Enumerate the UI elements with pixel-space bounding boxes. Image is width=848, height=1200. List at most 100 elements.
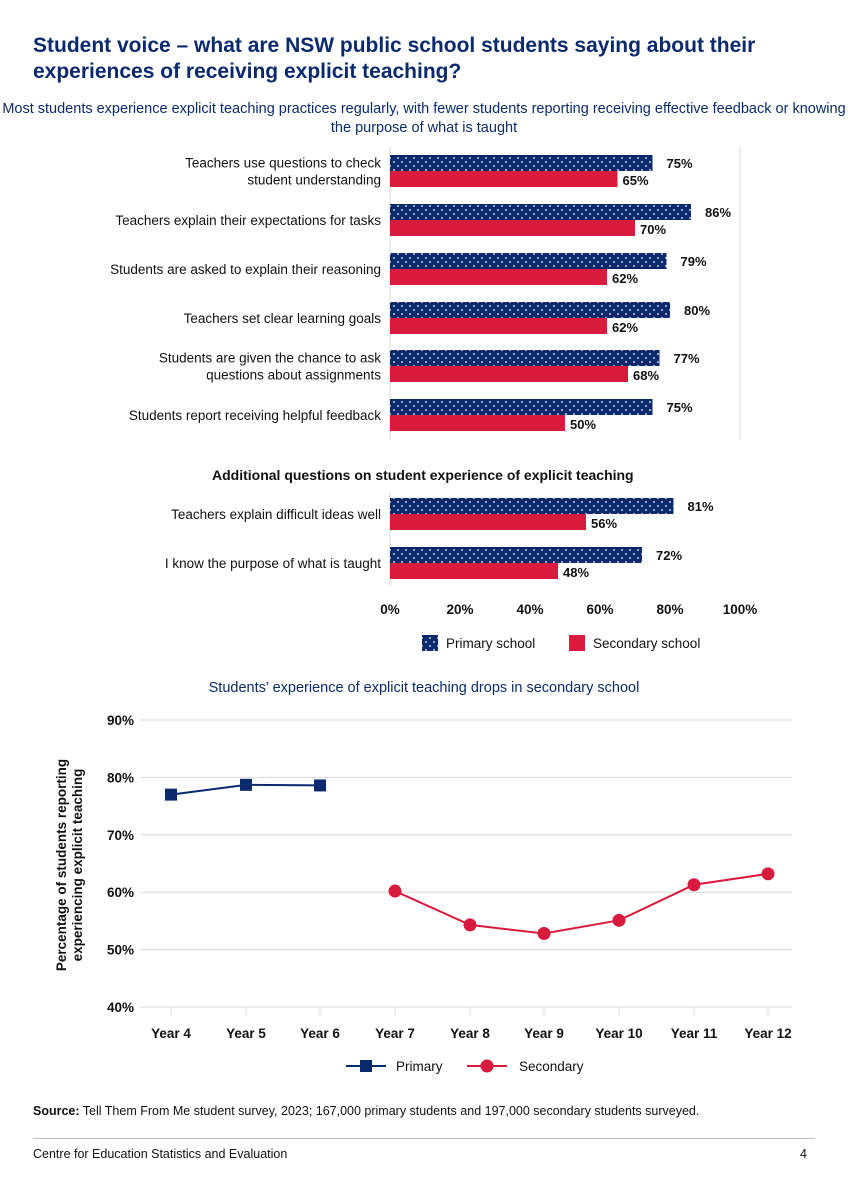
line-chart-title: Students’ experience of explicit teachin…	[208, 680, 640, 696]
category-label: Teachers explain their expectations for …	[115, 213, 381, 228]
source-text: Tell Them From Me student survey, 2023; …	[79, 1104, 700, 1118]
y-tick-label: 70%	[107, 828, 134, 843]
category-label: Teachers set clear learning goals	[184, 311, 382, 326]
bar-primary	[390, 155, 653, 171]
bar-secondary	[390, 220, 635, 236]
legend-marker-secondary	[480, 1059, 494, 1073]
category-label-line: Teachers explain their expectations for …	[115, 213, 381, 228]
category-label-line: Students are asked to explain their reas…	[110, 262, 381, 277]
bar-primary	[390, 547, 642, 563]
legend-label-primary: Primary	[396, 1059, 443, 1074]
category-label-line: Teachers explain difficult ideas well	[171, 507, 381, 522]
bar-secondary	[390, 366, 628, 382]
source-note: Source: Tell Them From Me student survey…	[33, 1104, 699, 1118]
data-label-primary: 72%	[656, 548, 682, 563]
data-label-primary: 86%	[705, 205, 731, 220]
category-label: Students report receiving helpful feedba…	[129, 408, 381, 423]
x-tick-label: Year 4	[151, 1026, 191, 1041]
category-label: Students are asked to explain their reas…	[110, 262, 381, 277]
legend-swatch-primary	[422, 635, 438, 651]
category-label: Teachers explain difficult ideas well	[171, 507, 381, 522]
footer-organisation: Centre for Education Statistics and Eval…	[33, 1147, 288, 1161]
data-label-secondary: 48%	[563, 565, 589, 580]
category-label: Students are given the chance to ask ques…	[159, 351, 381, 383]
data-label-secondary: 56%	[591, 516, 617, 531]
bar-secondary	[390, 563, 558, 579]
bar-chart-title: Most students experience explicit teachi…	[2, 101, 846, 136]
marker-primary	[165, 788, 177, 801]
data-label-primary: 80%	[684, 303, 710, 318]
bar-secondary	[390, 415, 565, 431]
bar-primary	[390, 350, 660, 366]
y-tick-label: 60%	[107, 885, 134, 900]
y-tick-label: 80%	[107, 770, 134, 785]
x-tick-label: Year 7	[375, 1026, 415, 1041]
legend-swatch-secondary	[569, 635, 585, 651]
category-label-line: Teachers set clear learning goals	[184, 311, 382, 326]
category-label-line: Students are given the chance to ask	[159, 351, 381, 366]
marker-primary	[240, 778, 252, 791]
y-axis-label-line: Percentage of students reporting	[54, 759, 69, 971]
legend-label-secondary: Secondary	[519, 1059, 584, 1074]
marker-secondary	[687, 878, 701, 892]
marker-secondary	[612, 913, 626, 927]
page-number: 4	[800, 1147, 807, 1161]
line-chart: 40% 50% 60% 70% 80% 90% Year 4 Year 5 Year 6 Year…	[54, 713, 792, 1074]
bar-primary	[390, 204, 691, 220]
category-label-line: Teachers use questions to check	[185, 156, 381, 171]
data-label-secondary: 65%	[623, 173, 649, 188]
data-label-primary: 77%	[674, 351, 700, 366]
y-axis-label-line: experiencing explicit teaching	[70, 769, 85, 962]
data-label-primary: 79%	[681, 254, 707, 269]
bar-secondary	[390, 269, 607, 285]
category-label: I know the purpose of what is taught	[165, 556, 381, 571]
data-label-primary: 81%	[688, 499, 714, 514]
x-tick-label: Year 11	[671, 1026, 718, 1041]
data-label-primary: 75%	[667, 400, 693, 415]
x-tick-label: 0%	[380, 602, 400, 617]
x-tick-label: 100%	[723, 602, 758, 617]
x-tick-label: Year 5	[226, 1026, 266, 1041]
x-tick-label: Year 8	[450, 1026, 490, 1041]
y-tick-label: 50%	[107, 943, 134, 958]
bar-secondary	[390, 171, 618, 187]
x-tick-label: 80%	[656, 602, 683, 617]
marker-primary	[314, 779, 326, 792]
legend-marker-primary	[360, 1060, 372, 1072]
y-tick-label: 40%	[107, 1000, 134, 1015]
bar-primary	[390, 302, 670, 318]
line-secondary	[394, 872, 769, 935]
source-label: Source:	[33, 1104, 80, 1118]
category-label: Teachers use questions to check student u…	[185, 156, 381, 188]
x-tick-label: 40%	[516, 602, 543, 617]
data-label-primary: 75%	[667, 156, 693, 171]
x-tick-label: Year 9	[524, 1026, 564, 1041]
data-label-secondary: 50%	[570, 417, 596, 432]
category-label-line: student understanding	[247, 173, 381, 188]
page-title: Student voice – what are NSW public scho…	[33, 34, 756, 83]
additional-questions-heading: Additional questions on student experien…	[212, 467, 634, 483]
x-tick-label: Year 12	[744, 1026, 791, 1041]
marker-secondary	[388, 884, 402, 898]
bar-primary	[390, 399, 653, 415]
x-tick-label: 20%	[446, 602, 473, 617]
category-label-line: I know the purpose of what is taught	[165, 556, 381, 571]
bar-secondary	[390, 514, 586, 530]
data-label-secondary: 68%	[633, 368, 659, 383]
bar-primary	[390, 253, 667, 269]
footer-divider	[33, 1138, 815, 1139]
x-tick-label: 60%	[586, 602, 613, 617]
legend-label-secondary: Secondary school	[593, 636, 700, 651]
bar-chart: Teachers use questions to check student u…	[110, 147, 757, 651]
marker-secondary	[761, 867, 775, 881]
marker-secondary	[537, 927, 551, 941]
category-label-line: Students report receiving helpful feedba…	[129, 408, 381, 423]
y-tick-label: 90%	[107, 713, 134, 728]
x-tick-label: Year 6	[300, 1026, 340, 1041]
data-label-secondary: 62%	[612, 271, 638, 286]
bar-secondary	[390, 318, 607, 334]
marker-secondary	[463, 918, 477, 932]
y-axis-label: Percentage of students reportingexperien…	[54, 759, 85, 971]
data-label-secondary: 70%	[640, 222, 666, 237]
data-label-secondary: 62%	[612, 320, 638, 335]
